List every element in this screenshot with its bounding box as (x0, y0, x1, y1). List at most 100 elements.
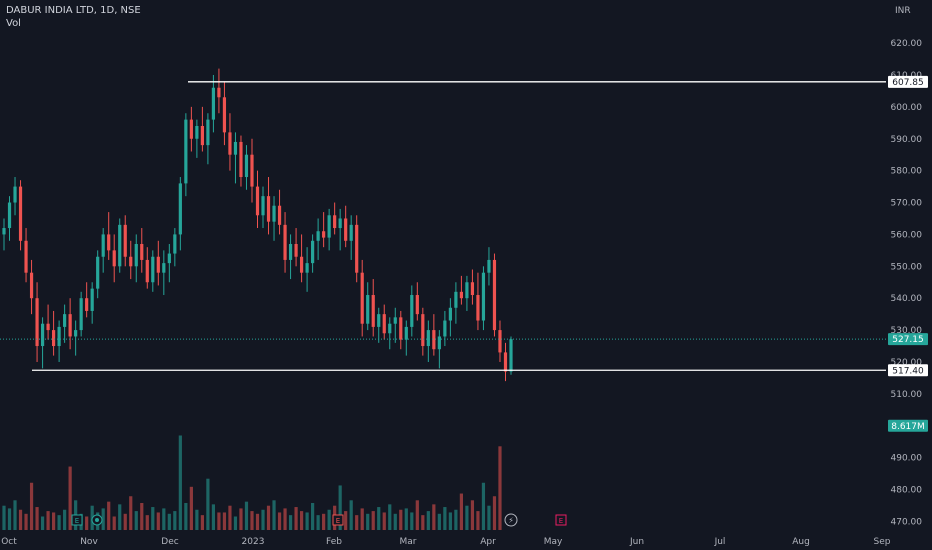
candle-body[interactable] (393, 317, 397, 324)
candle-body[interactable] (503, 352, 508, 372)
candle-body[interactable] (57, 326, 61, 347)
candle-body[interactable] (79, 298, 83, 331)
candle-body[interactable] (195, 125, 199, 139)
candle-body[interactable] (311, 240, 315, 264)
candle-body[interactable] (470, 282, 475, 296)
candle-body[interactable] (410, 295, 414, 327)
candle-body[interactable] (222, 97, 227, 133)
candle-body[interactable] (151, 256, 155, 283)
candle-body[interactable] (74, 330, 78, 337)
candle-body[interactable] (465, 282, 469, 299)
candle-body[interactable] (29, 272, 34, 299)
candle-body[interactable] (40, 323, 45, 347)
candle-body[interactable] (299, 256, 304, 273)
earnings-marker-icon[interactable] (71, 514, 83, 526)
candle-body[interactable] (217, 87, 221, 98)
candle-body[interactable] (261, 196, 265, 216)
candle-body[interactable] (316, 231, 320, 241)
candle-body[interactable] (305, 263, 309, 273)
split-event-icon[interactable] (504, 513, 518, 527)
earnings-marker-icon[interactable] (332, 514, 344, 526)
candle-body[interactable] (140, 243, 144, 260)
candle-body[interactable] (51, 330, 56, 347)
candle-body[interactable] (250, 154, 254, 187)
candle-body[interactable] (432, 330, 436, 350)
candle-body[interactable] (322, 231, 326, 238)
candle-body[interactable] (134, 243, 138, 267)
candle-body[interactable] (107, 234, 111, 251)
candle-body[interactable] (189, 119, 193, 139)
candle-body[interactable] (377, 314, 381, 327)
candle-body[interactable] (371, 295, 375, 327)
candle-body[interactable] (366, 295, 370, 324)
candle-body[interactable] (498, 330, 502, 353)
candle-body[interactable] (355, 224, 359, 273)
candle-body[interactable] (272, 205, 276, 222)
candle-body[interactable] (68, 314, 72, 337)
candle-body[interactable] (156, 256, 160, 273)
candle-body[interactable] (96, 256, 100, 289)
candle-body[interactable] (344, 218, 348, 241)
candle-body[interactable] (239, 141, 243, 178)
candle-body[interactable] (509, 339, 513, 372)
candle-body[interactable] (294, 243, 298, 257)
candle-body[interactable] (415, 295, 419, 315)
candle-body[interactable] (404, 326, 408, 340)
candle-body[interactable] (492, 259, 497, 331)
candle-body[interactable] (360, 272, 364, 324)
candle-body[interactable] (266, 196, 271, 222)
candle-body[interactable] (85, 298, 89, 311)
candle-body[interactable] (228, 132, 232, 155)
candle-body[interactable] (129, 256, 133, 267)
candle-body[interactable] (35, 298, 39, 347)
candle-body[interactable] (24, 240, 28, 273)
candle-body[interactable] (7, 202, 12, 229)
candle-body[interactable] (349, 224, 353, 241)
candle-body[interactable] (426, 330, 430, 347)
candle-body[interactable] (101, 234, 105, 257)
candle-body[interactable] (46, 323, 50, 331)
x-tick-label: Feb (326, 537, 342, 547)
candle-body[interactable] (288, 243, 293, 260)
candle-body[interactable] (211, 87, 216, 120)
candle-body[interactable] (421, 314, 425, 347)
candle-body[interactable] (118, 224, 122, 267)
candle-body[interactable] (123, 224, 127, 257)
candle-body[interactable] (382, 314, 386, 334)
upcoming-earnings-marker-icon[interactable] (555, 514, 567, 526)
candle-body[interactable] (173, 234, 177, 254)
candle-body[interactable] (459, 291, 464, 299)
candle-body[interactable] (233, 141, 238, 155)
candle-body[interactable] (90, 288, 94, 311)
candle-body[interactable] (18, 186, 23, 241)
candle-body[interactable] (283, 224, 287, 260)
candle-body[interactable] (244, 154, 249, 178)
candle-body[interactable] (443, 320, 447, 337)
candle-body[interactable] (2, 228, 6, 235)
candle-body[interactable] (476, 295, 480, 321)
candle-body[interactable] (481, 272, 486, 321)
candle-body[interactable] (200, 125, 204, 146)
volume-bar (261, 509, 265, 530)
candle-body[interactable] (333, 215, 337, 229)
candle-body[interactable] (63, 314, 67, 327)
candle-body[interactable] (145, 259, 149, 283)
candle-body[interactable] (277, 205, 282, 225)
candle-body[interactable] (388, 323, 392, 334)
candle-body[interactable] (448, 307, 452, 321)
candle-body[interactable] (184, 119, 188, 184)
candle-body[interactable] (487, 259, 491, 273)
candle-body[interactable] (206, 119, 210, 146)
candle-body[interactable] (454, 291, 458, 308)
candle-body[interactable] (167, 253, 171, 264)
candle-body[interactable] (112, 250, 116, 267)
candle-body[interactable] (437, 336, 441, 350)
candle-body[interactable] (178, 183, 182, 235)
candle-body[interactable] (13, 186, 17, 203)
candle-body[interactable] (399, 317, 403, 340)
candle-body[interactable] (255, 186, 260, 216)
candle-body[interactable] (162, 263, 166, 273)
candle-body[interactable] (327, 215, 331, 238)
candle-body[interactable] (338, 218, 342, 229)
